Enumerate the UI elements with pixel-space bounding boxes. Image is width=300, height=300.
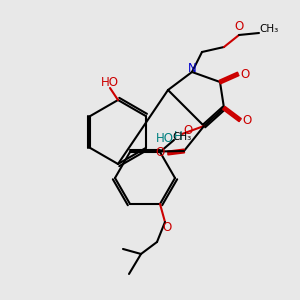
Text: HO: HO [101, 76, 119, 88]
Text: CH₃: CH₃ [172, 132, 192, 142]
Text: HO: HO [156, 133, 174, 146]
Text: N: N [188, 61, 196, 74]
Text: CH₃: CH₃ [260, 24, 279, 34]
Text: O: O [155, 146, 165, 160]
Text: H: H [174, 130, 182, 143]
Text: O: O [183, 124, 193, 137]
Text: O: O [234, 20, 244, 34]
Text: O: O [162, 221, 172, 235]
Text: O: O [242, 113, 252, 127]
Text: O: O [240, 68, 250, 80]
